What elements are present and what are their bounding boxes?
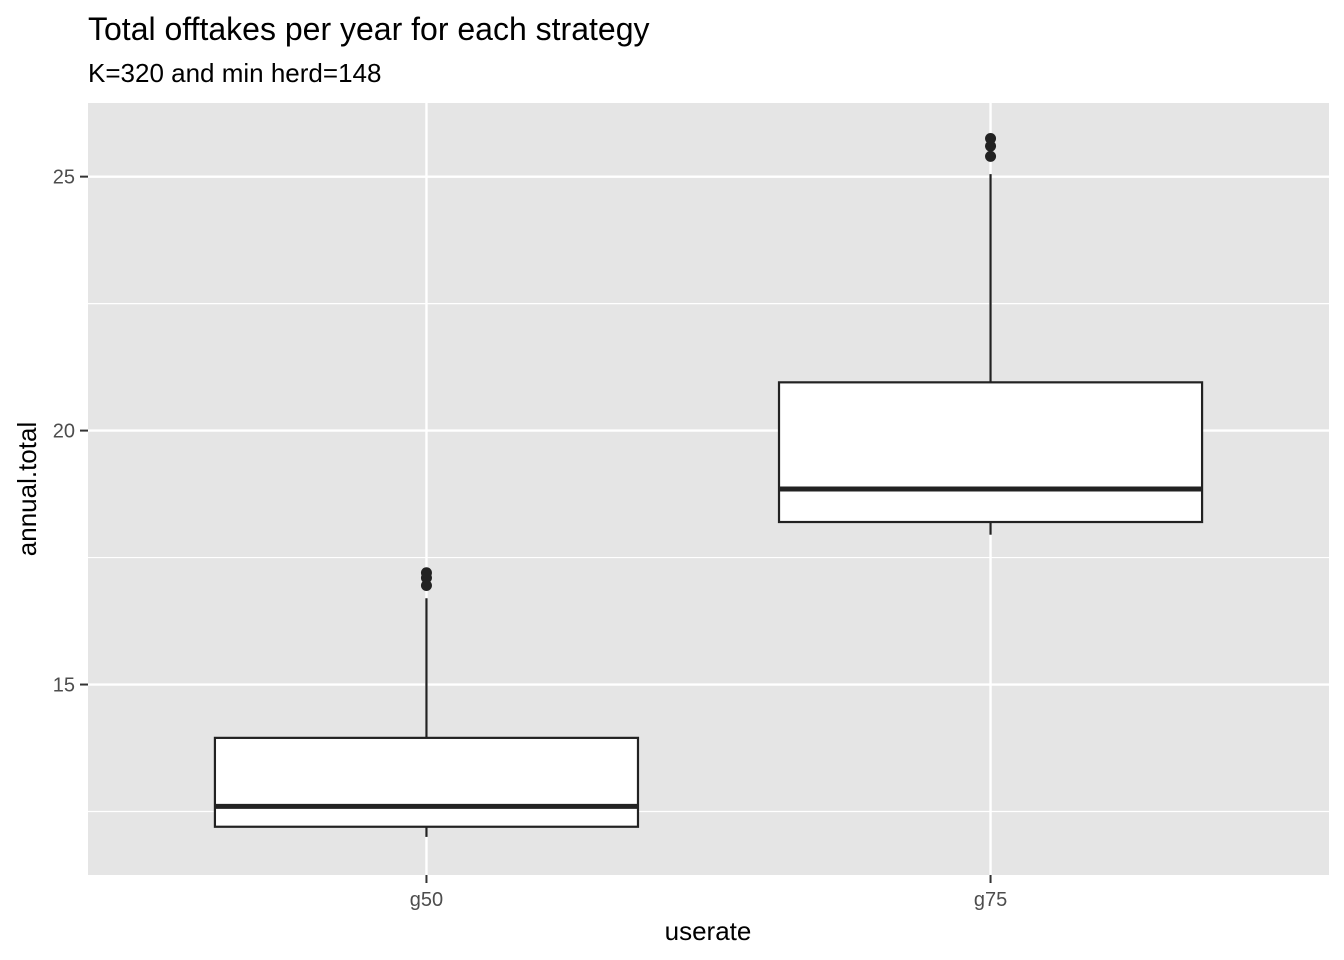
outlier-point <box>420 567 432 579</box>
boxes <box>213 133 1204 837</box>
x-axis: g50 g75 <box>410 875 1007 911</box>
box-iqr <box>213 736 640 828</box>
chart-subtitle: K=320 and min herd=148 <box>88 58 381 88</box>
outlier-point <box>420 580 432 591</box>
x-tick-label: g75 <box>974 889 1007 911</box>
x-tick-label: g50 <box>410 889 443 911</box>
outlier-point <box>985 150 997 162</box>
outlier-point <box>985 133 997 145</box>
x-axis-title: userate <box>665 916 752 946</box>
y-axis-title: annual.total <box>12 422 42 556</box>
y-tick-label: 15 <box>53 675 75 697</box>
y-axis: 15 20 25 <box>53 167 88 697</box>
box-iqr <box>777 381 1204 524</box>
y-tick-label: 25 <box>53 167 75 189</box>
outlier-point <box>985 140 997 152</box>
y-tick-label: 20 <box>53 421 75 443</box>
chart-title: Total offtakes per year for each strateg… <box>88 11 649 47</box>
